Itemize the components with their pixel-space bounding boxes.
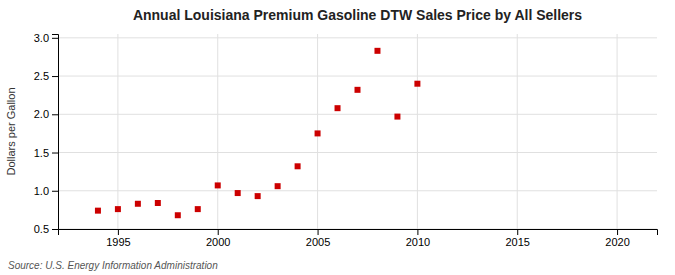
point	[235, 190, 241, 196]
x-axis-line	[59, 230, 658, 236]
y-tick-mark	[52, 76, 58, 77]
point	[255, 193, 261, 199]
point	[95, 208, 101, 214]
x-grid-line	[617, 34, 618, 229]
plot: 1995 2000 2005 2010 2015 2020 0.5 1.0 1.5 2.0 2.5 3…	[34, 32, 658, 248]
point	[155, 200, 161, 206]
point	[135, 201, 141, 207]
y-tick-label: 2.5	[34, 70, 49, 82]
x-grid-line	[117, 34, 118, 229]
point	[115, 206, 121, 212]
y-tick: 0.5	[34, 223, 58, 235]
x-tick-label: 2015	[505, 236, 529, 248]
y-tick: 1.5	[34, 147, 58, 159]
point	[335, 105, 341, 111]
point	[414, 81, 420, 87]
y-tick-mark	[52, 229, 58, 230]
point	[175, 212, 181, 218]
point	[215, 182, 221, 188]
y-tick-mark	[52, 153, 58, 154]
y-axis-label: Dollars per Gallon	[5, 87, 17, 175]
x-tick-mark	[218, 229, 219, 235]
point	[195, 206, 201, 212]
point	[275, 183, 281, 189]
y-axis: 0.5 1.0 1.5 2.0 2.5 3.0	[34, 32, 59, 235]
y-tick-label: 3.0	[34, 32, 49, 44]
y-tick-mark	[52, 114, 58, 115]
x-axis: 1995 2000 2005 2010 2015 2020	[59, 229, 658, 248]
x-tick-label: 1995	[106, 236, 130, 248]
point	[295, 163, 301, 169]
x-tick-label: 2000	[206, 236, 230, 248]
point	[315, 130, 321, 136]
title: Annual Louisiana Premium Gasoline DTW Sa…	[133, 7, 582, 23]
x-tick: 2005	[306, 229, 330, 248]
y-grid-line	[58, 114, 657, 115]
x-tick-label: 2020	[605, 236, 629, 248]
y-grid-line	[58, 152, 657, 153]
x-tick-mark	[517, 229, 518, 235]
point	[374, 48, 380, 54]
x-tick-mark	[617, 229, 618, 235]
y-tick-label: 1.0	[34, 185, 49, 197]
y-axis-line	[52, 35, 59, 230]
y-tick-label: 1.5	[34, 147, 49, 159]
y-grid-line	[58, 190, 657, 191]
x-tick-mark	[417, 229, 418, 235]
chart: 1995 2000 2005 2010 2015 2020 0.5 1.0 1.5 2.0 2.5 3…	[0, 0, 675, 275]
x-tick-label: 2010	[406, 236, 430, 248]
x-tick: 2015	[505, 229, 529, 248]
y-grid-line	[58, 37, 657, 38]
point	[394, 114, 400, 120]
y-tick: 2.5	[34, 70, 58, 82]
point	[355, 87, 361, 93]
x-tick: 2010	[406, 229, 430, 248]
y-tick: 1.0	[34, 185, 58, 197]
source-note: Source: U.S. Energy Information Administ…	[8, 260, 218, 271]
y-tick: 3.0	[34, 32, 58, 44]
x-tick: 2020	[605, 229, 629, 248]
x-tick-mark	[318, 229, 319, 235]
x-tick: 2000	[206, 229, 230, 248]
y-tick-label: 2.0	[34, 108, 49, 120]
y-tick-label: 0.5	[34, 223, 49, 235]
y-tick-mark	[52, 191, 58, 192]
x-tick-mark	[118, 229, 119, 235]
x-grid-line	[217, 34, 218, 229]
y-tick-mark	[52, 38, 58, 39]
x-tick-label: 2005	[306, 236, 330, 248]
x-tick: 1995	[106, 229, 130, 248]
grid	[58, 34, 657, 229]
points	[95, 48, 420, 218]
x-grid-line	[417, 34, 418, 229]
y-tick: 2.0	[34, 108, 58, 120]
y-grid-line	[58, 76, 657, 77]
x-grid-line	[517, 34, 518, 229]
